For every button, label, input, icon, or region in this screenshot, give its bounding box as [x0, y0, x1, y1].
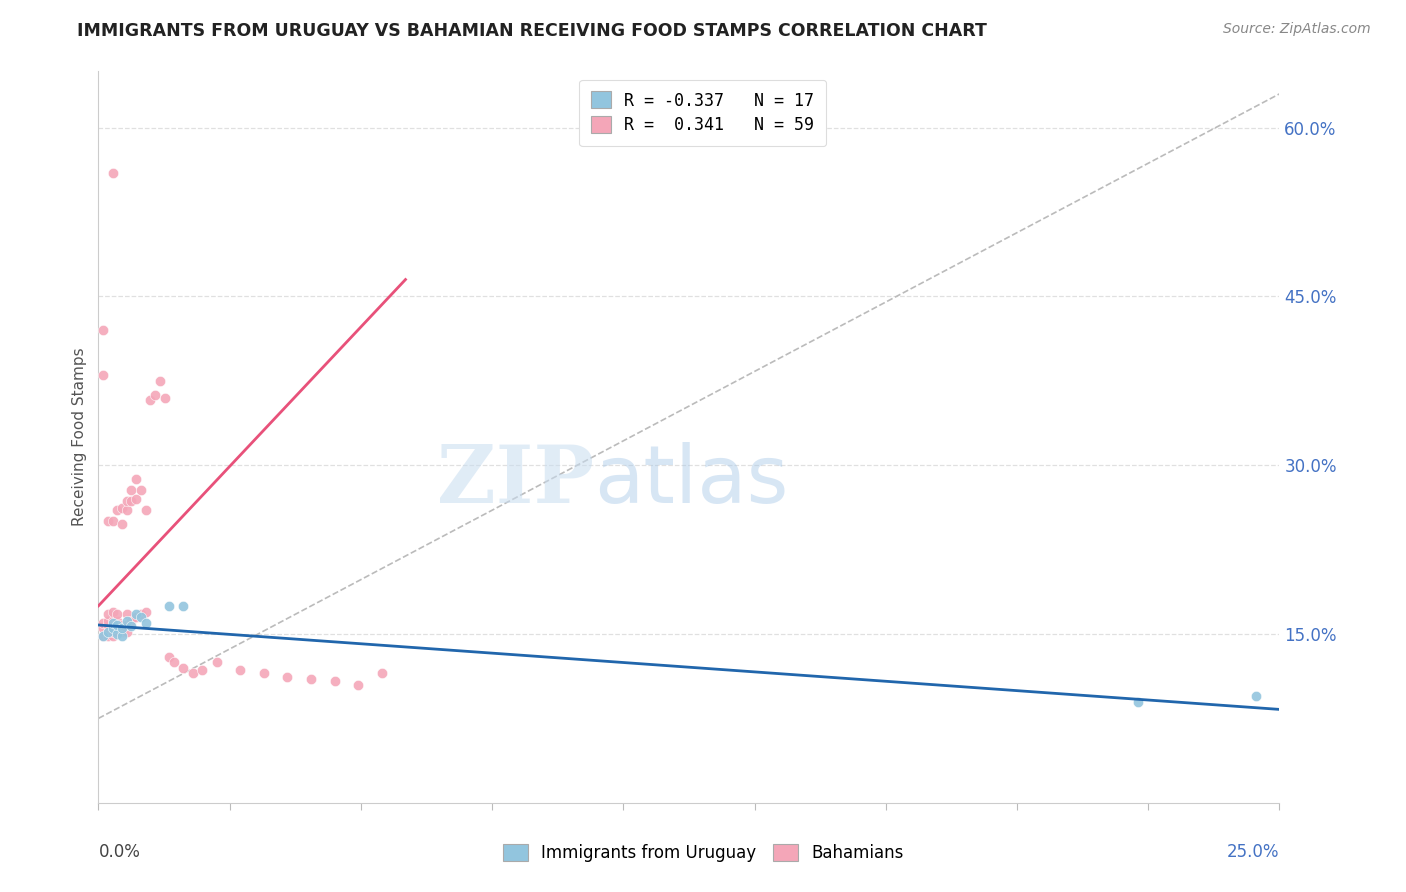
Point: [121, 494, 143, 508]
Text: 0.0%: 0.0%: [98, 843, 141, 861]
Point: [111, 516, 134, 531]
Point: [172, 599, 194, 613]
Point: [139, 392, 162, 407]
Point: [101, 629, 124, 643]
Point: [101, 615, 124, 630]
Point: [97, 614, 120, 628]
Point: [111, 629, 134, 643]
Point: [91, 629, 114, 643]
Point: [91, 621, 114, 635]
Point: [1244, 689, 1267, 703]
Point: [163, 655, 186, 669]
Point: [129, 607, 152, 621]
Point: [129, 610, 152, 624]
Point: [253, 666, 276, 681]
Point: [172, 661, 194, 675]
Point: [91, 323, 114, 337]
Legend: Immigrants from Uruguay, Bahamians: Immigrants from Uruguay, Bahamians: [495, 836, 911, 871]
Point: [129, 483, 152, 497]
Point: [143, 388, 166, 402]
Point: [101, 618, 124, 632]
Point: [125, 472, 148, 486]
Point: [125, 610, 148, 624]
Point: [205, 655, 228, 669]
Point: [121, 483, 143, 497]
Point: [105, 618, 128, 632]
Point: [149, 374, 172, 388]
Point: [115, 618, 138, 632]
Point: [105, 503, 128, 517]
Point: [125, 491, 148, 506]
Point: [115, 624, 138, 639]
Point: [111, 500, 134, 515]
Point: [101, 621, 124, 635]
Point: [97, 629, 120, 643]
Point: [153, 391, 176, 405]
Y-axis label: Receiving Food Stamps: Receiving Food Stamps: [72, 348, 87, 526]
Point: [121, 614, 143, 628]
Point: [347, 678, 370, 692]
Point: [97, 618, 120, 632]
Point: [101, 605, 124, 619]
Point: [101, 515, 124, 529]
Point: [115, 614, 138, 628]
Point: [299, 672, 322, 686]
Point: [97, 515, 120, 529]
Point: [157, 649, 180, 664]
Point: [105, 618, 128, 632]
Point: [91, 368, 114, 383]
Point: [125, 607, 148, 621]
Point: [101, 614, 124, 628]
Text: ZIP: ZIP: [437, 442, 595, 520]
Point: [115, 494, 138, 508]
Point: [135, 605, 157, 619]
Point: [97, 607, 120, 621]
Point: [111, 621, 134, 635]
Point: [105, 607, 128, 621]
Text: Source: ZipAtlas.com: Source: ZipAtlas.com: [1223, 22, 1371, 37]
Point: [111, 624, 134, 639]
Text: atlas: atlas: [595, 442, 789, 520]
Point: [181, 666, 204, 681]
Legend: R = -0.337   N = 17, R =  0.341   N = 59: R = -0.337 N = 17, R = 0.341 N = 59: [579, 79, 825, 146]
Point: [115, 607, 138, 621]
Point: [191, 663, 214, 677]
Point: [91, 629, 114, 643]
Text: IMMIGRANTS FROM URUGUAY VS BAHAMIAN RECEIVING FOOD STAMPS CORRELATION CHART: IMMIGRANTS FROM URUGUAY VS BAHAMIAN RECE…: [77, 22, 987, 40]
Point: [101, 624, 124, 639]
Point: [91, 615, 114, 630]
Point: [323, 674, 346, 689]
Point: [115, 503, 138, 517]
Point: [111, 618, 134, 632]
Point: [97, 624, 120, 639]
Point: [97, 624, 120, 639]
Point: [229, 663, 252, 677]
Point: [276, 670, 298, 684]
Point: [157, 599, 180, 613]
Text: 25.0%: 25.0%: [1227, 843, 1279, 861]
Point: [105, 624, 128, 639]
Point: [135, 503, 157, 517]
Point: [101, 166, 124, 180]
Point: [371, 666, 394, 681]
Point: [1126, 694, 1149, 708]
Point: [135, 615, 157, 630]
Point: [105, 614, 128, 628]
Point: [105, 627, 128, 641]
Point: [121, 619, 143, 633]
